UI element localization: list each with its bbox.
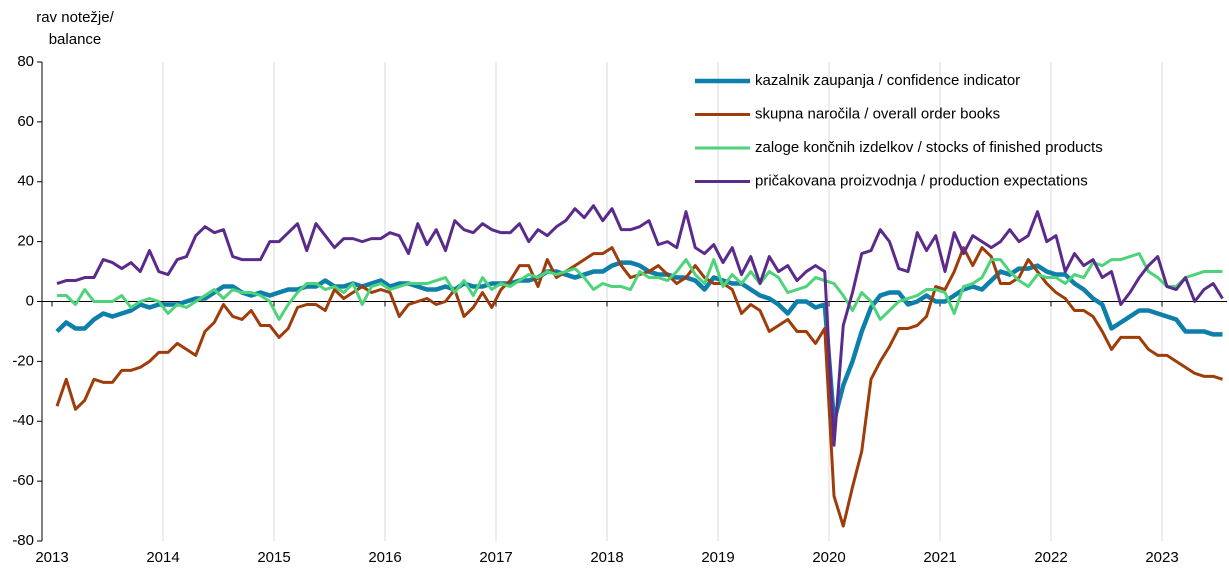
x-tick-label: 2023 (1145, 549, 1178, 566)
y-tick-label: 0 (26, 292, 34, 309)
y-tick-label: 40 (17, 173, 34, 190)
y-tick-label: -40 (12, 412, 34, 429)
y-tick-label: -60 (12, 472, 34, 489)
x-tick-label: 2016 (368, 549, 401, 566)
x-tick-label: 2013 (35, 549, 68, 566)
y-tick-label: -80 (12, 532, 34, 549)
legend-label: pričakovana proizvodnja / production exp… (755, 172, 1088, 189)
x-tick-label: 2019 (701, 549, 734, 566)
legend-label: skupna naročila / overall order books (755, 105, 1000, 122)
x-tick-label: 2017 (479, 549, 512, 566)
y-tick-label: -20 (12, 352, 34, 369)
y-axis-label: balance (49, 31, 102, 48)
y-tick-label: 60 (17, 113, 34, 130)
series-line (57, 252, 1223, 321)
x-tick-label: 2022 (1034, 549, 1067, 566)
series-line (55, 260, 1223, 424)
y-tick-label: 20 (17, 233, 34, 250)
x-tick-label: 2014 (146, 549, 179, 566)
y-tick-label: 80 (17, 53, 34, 70)
x-tick-label: 2021 (923, 549, 956, 566)
x-tick-label: 2018 (590, 549, 623, 566)
legend-label: kazalnik zaupanja / confidence indicator (755, 72, 1020, 89)
series-line (56, 204, 1224, 447)
legend-label: zaloge končnih izdelkov / stocks of fini… (755, 139, 1103, 156)
y-axis-label: rav notežje/ (36, 9, 114, 26)
x-tick-label: 2015 (257, 549, 290, 566)
x-tick-label: 2020 (812, 549, 845, 566)
